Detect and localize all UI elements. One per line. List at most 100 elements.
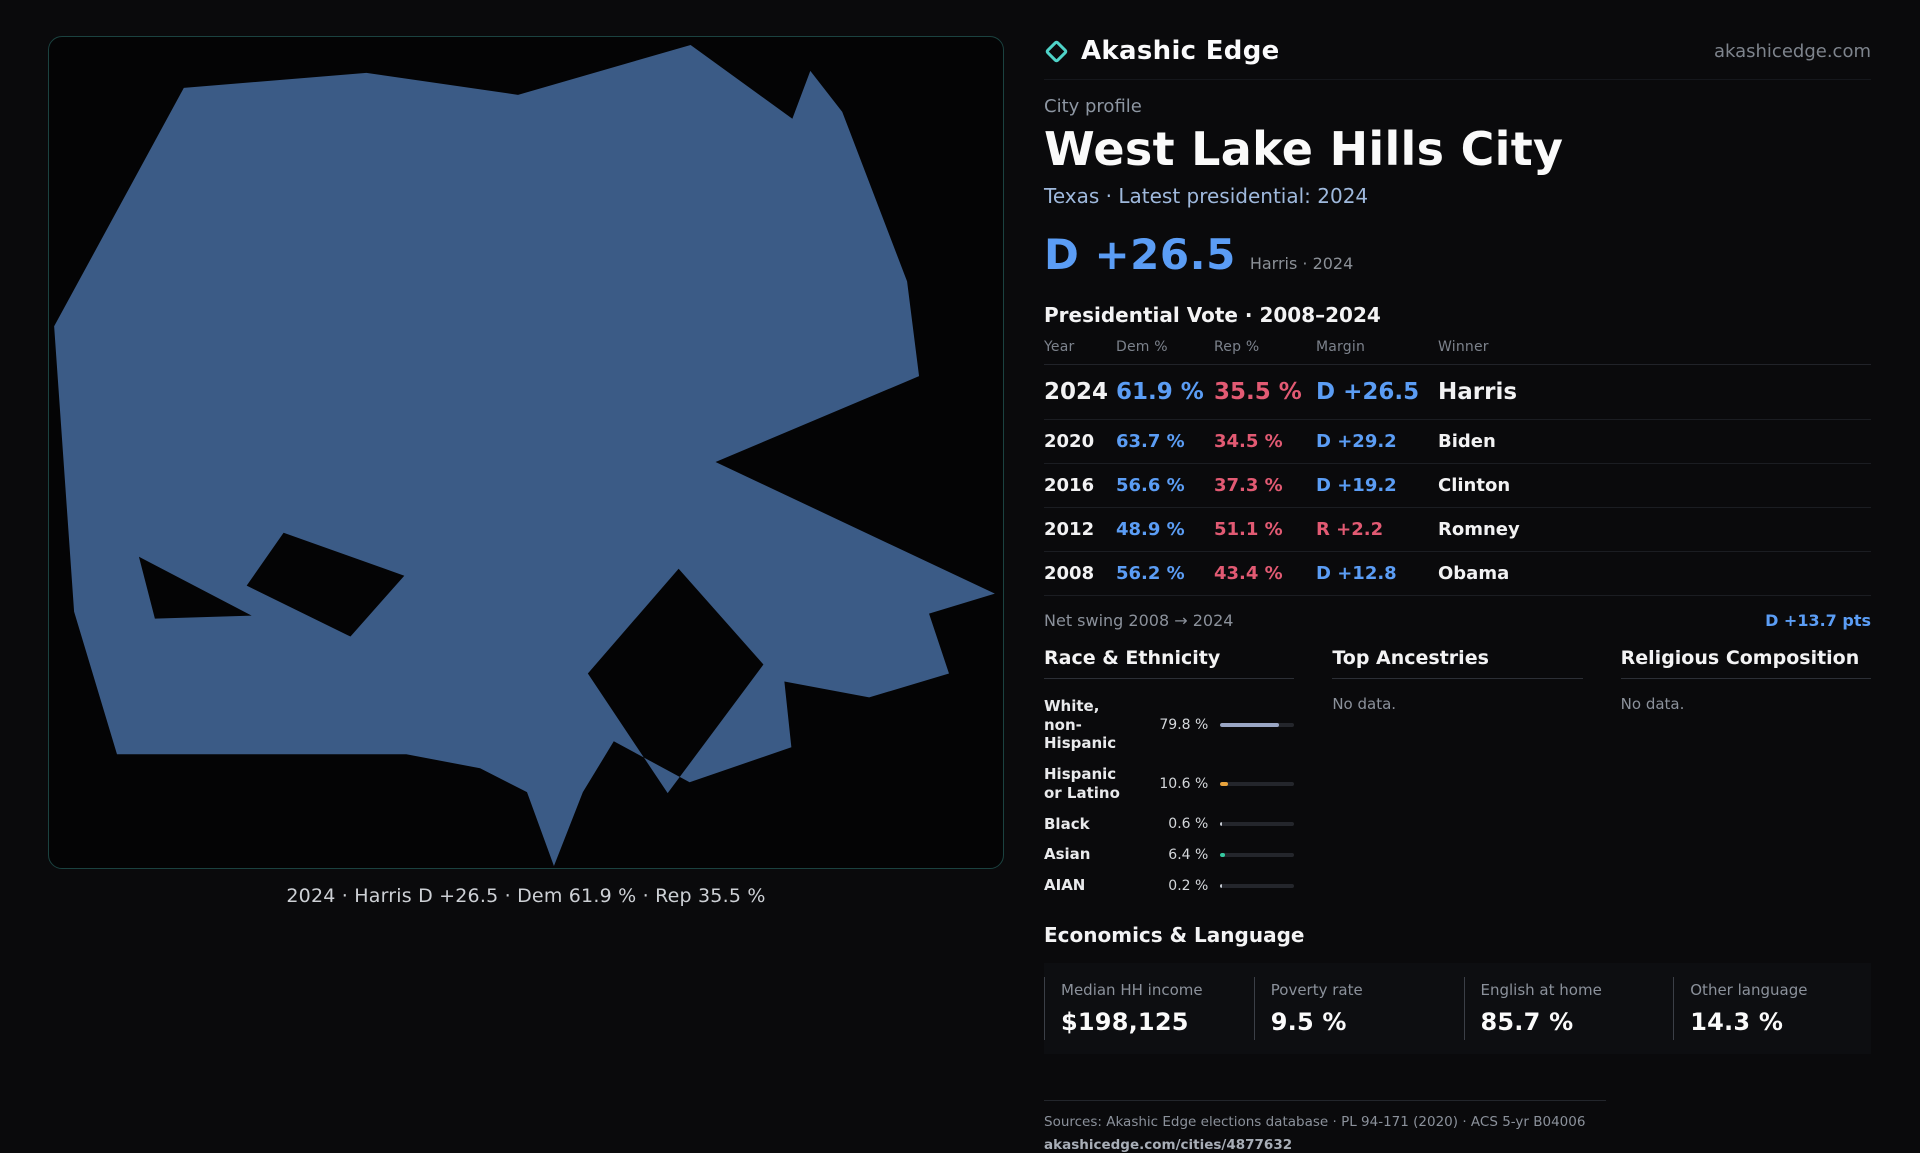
race-bar [1220, 781, 1295, 786]
race-label: AIAN [1044, 876, 1086, 895]
race-value: 10.6 % [1159, 775, 1209, 792]
net-swing-value: D +13.7 pts [1765, 610, 1871, 630]
race-row: White, non-Hispanic 79.8 % [1044, 691, 1295, 759]
dem-cell: 63.7 % [1116, 430, 1185, 452]
net-swing-label: Net swing 2008 → 2024 [1044, 610, 1234, 630]
map-caption: 2024 · Harris D +26.5 · Dem 61.9 % · Rep… [286, 885, 766, 907]
winner-cell: Romney [1438, 518, 1520, 540]
stat-label: Poverty rate [1270, 980, 1363, 999]
header: Akashic Edge akashicedge.com [1044, 36, 1871, 80]
demographics-section: Race & Ethnicity White, non-Hispanic 79.… [1044, 647, 1871, 901]
dem-cell: 56.6 % [1116, 474, 1185, 496]
ancestries-heading: Top Ancestries [1332, 647, 1583, 679]
page-title: West Lake Hills City [1044, 122, 1564, 176]
stat-label: Median HH income [1061, 980, 1203, 999]
year-cell: 2020 [1044, 430, 1095, 452]
vote-table-title: Presidential Vote · 2008–2024 [1044, 302, 1381, 327]
stat-english-at-home: English at home 85.7 % [1463, 976, 1662, 1040]
city-map[interactable] [48, 36, 1004, 869]
city-boundary-svg [54, 44, 995, 867]
vote-table: Year Dem % Rep % Margin Winner 2024 61.9… [1044, 339, 1871, 596]
race-value: 79.8 % [1159, 717, 1209, 734]
race-row: Asian 6.4 % [1044, 839, 1295, 870]
col-year: Year [1044, 338, 1075, 355]
race-ethnicity-column: Race & Ethnicity White, non-Hispanic 79.… [1044, 647, 1295, 901]
margin-cell: R +2.2 [1316, 518, 1384, 540]
brand-name: Akashic Edge [1081, 36, 1280, 66]
race-bar [1220, 883, 1295, 888]
stat-value: $198,125 [1061, 1007, 1189, 1036]
dem-cell: 61.9 % [1116, 378, 1204, 405]
religion-column: Religious Composition No data. [1620, 647, 1871, 901]
rep-cell: 43.4 % [1214, 562, 1283, 584]
table-row: 2024 61.9 % 35.5 % D +26.5 Harris [1044, 365, 1871, 420]
rep-cell: 51.1 % [1214, 518, 1283, 540]
race-value: 0.6 % [1168, 816, 1209, 833]
margin-cell: D +29.2 [1316, 430, 1397, 452]
year-cell: 2024 [1044, 378, 1109, 405]
race-ethnicity-heading: Race & Ethnicity [1044, 647, 1295, 679]
race-bar [1220, 822, 1295, 827]
map-panel: 2024 · Harris D +26.5 · Dem 61.9 % · Rep… [48, 36, 1004, 1153]
race-value: 0.2 % [1168, 877, 1209, 894]
ancestries-no-data: No data. [1332, 694, 1397, 713]
table-row: 2016 56.6 % 37.3 % D +19.2 Clinton [1044, 464, 1871, 508]
economics-heading: Economics & Language [1044, 922, 1305, 947]
sources-line: Sources: Akashic Edge elections database… [1044, 1113, 1586, 1130]
stat-label: Other language [1690, 980, 1808, 999]
headline: D +26.5 Harris · 2024 [1044, 230, 1871, 279]
margin-cell: D +12.8 [1316, 562, 1397, 584]
margin-cell: D +26.5 [1316, 378, 1420, 405]
stat-value: 85.7 % [1480, 1007, 1574, 1036]
race-row: Hispanic or Latino 10.6 % [1044, 759, 1295, 809]
table-row: 2020 63.7 % 34.5 % D +29.2 Biden [1044, 420, 1871, 464]
winner-cell: Biden [1438, 430, 1496, 452]
winner-cell: Obama [1438, 562, 1510, 584]
race-bar [1220, 723, 1295, 728]
ancestries-column: Top Ancestries No data. [1332, 647, 1583, 901]
brand-diamond-icon [1044, 38, 1069, 64]
col-margin: Margin [1316, 338, 1366, 355]
dem-cell: 56.2 % [1116, 562, 1185, 584]
col-rep: Rep % [1214, 338, 1260, 355]
page-subtitle: Texas · Latest presidential: 2024 [1044, 183, 1369, 208]
race-bar [1220, 852, 1295, 857]
city-polygon[interactable] [54, 44, 995, 867]
headline-note: Harris · 2024 [1249, 253, 1354, 273]
net-swing-row: Net swing 2008 → 2024 D +13.7 pts [1044, 596, 1871, 643]
rep-cell: 37.3 % [1214, 474, 1283, 496]
col-dem: Dem % [1116, 338, 1168, 355]
stat-value: 14.3 % [1690, 1007, 1784, 1036]
year-cell: 2012 [1044, 518, 1095, 540]
vote-table-header: Year Dem % Rep % Margin Winner [1044, 339, 1871, 365]
stat-median-income: Median HH income $198,125 [1044, 976, 1242, 1040]
stat-poverty-rate: Poverty rate 9.5 % [1253, 976, 1452, 1040]
race-row: AIAN 0.2 % [1044, 870, 1295, 901]
table-row: 2008 56.2 % 43.4 % D +12.8 Obama [1044, 552, 1871, 596]
race-row: Black 0.6 % [1044, 809, 1295, 840]
dem-cell: 48.9 % [1116, 518, 1185, 540]
col-winner: Winner [1438, 338, 1489, 355]
race-label: White, non-Hispanic [1044, 696, 1117, 753]
year-cell: 2008 [1044, 562, 1095, 584]
race-value: 6.4 % [1168, 846, 1209, 863]
year-cell: 2016 [1044, 474, 1095, 496]
religion-heading: Religious Composition [1620, 647, 1871, 679]
permalink[interactable]: akashicedge.com/cities/4877632 [1044, 1136, 1293, 1153]
rep-cell: 34.5 % [1214, 430, 1283, 452]
stat-other-language: Other language 14.3 % [1673, 976, 1871, 1040]
winner-cell: Clinton [1438, 474, 1511, 496]
winner-cell: Harris [1438, 378, 1518, 405]
race-label: Asian [1044, 845, 1091, 864]
site-domain-link[interactable]: akashicedge.com [1713, 40, 1871, 62]
table-row: 2012 48.9 % 51.1 % R +2.2 Romney [1044, 508, 1871, 552]
headline-margin: D +26.5 [1044, 229, 1236, 279]
stat-value: 9.5 % [1270, 1007, 1347, 1036]
rep-cell: 35.5 % [1214, 378, 1302, 405]
race-label: Black [1044, 814, 1090, 833]
race-label: Hispanic or Latino [1044, 765, 1120, 802]
footer: Sources: Akashic Edge elections database… [1044, 1099, 1606, 1153]
profile-panel: Akashic Edge akashicedge.com City profil… [1044, 36, 1871, 1153]
stat-label: English at home [1480, 980, 1602, 999]
